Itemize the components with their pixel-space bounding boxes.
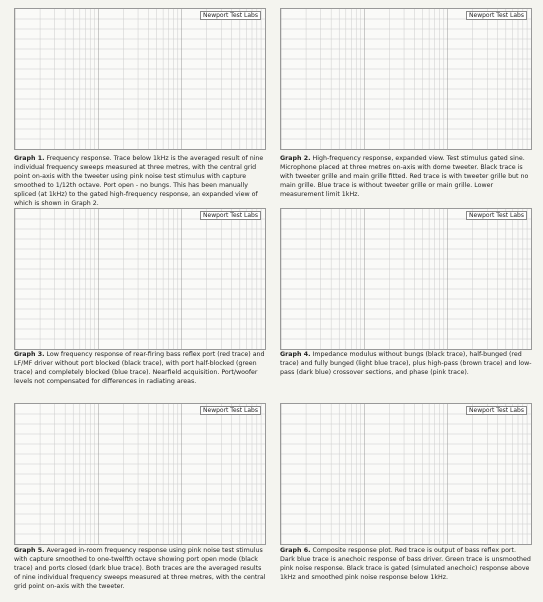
caption-text: High-frequency response, expanded view. … (280, 155, 529, 198)
publisher-label: Newport Test Labs (466, 406, 527, 415)
graph-panel: Newport Test Labs (280, 8, 532, 150)
caption: Graph 4. Impedance modulus without bungs… (280, 350, 532, 377)
caption-text: Impedance modulus without bungs (black t… (280, 351, 532, 376)
publisher-label: Newport Test Labs (466, 211, 527, 220)
caption-label: Graph 4. (280, 351, 311, 358)
caption: Graph 3. Low frequency response of rear-… (14, 350, 266, 386)
caption: Graph 1. Frequency response. Trace below… (14, 154, 266, 208)
graph-plot (281, 404, 531, 544)
caption-label: Graph 6. (280, 547, 311, 554)
graph-panel: Newport Test Labs (14, 208, 266, 350)
caption: Graph 5. Averaged in-room frequency resp… (14, 546, 266, 591)
graph-panel: Newport Test Labs (14, 8, 266, 150)
caption-label: Graph 5. (14, 547, 45, 554)
graph-plot (15, 209, 265, 349)
caption-text: Composite response plot. Red trace is ou… (280, 547, 531, 581)
publisher-label: Newport Test Labs (200, 406, 261, 415)
publisher-label: Newport Test Labs (200, 11, 261, 20)
caption-text: Frequency response. Trace below 1kHz is … (14, 155, 264, 207)
caption-label: Graph 1. (14, 155, 45, 162)
graph-panel: Newport Test Labs (280, 208, 532, 350)
graph-panel: Newport Test Labs (280, 403, 532, 545)
graph-plot (281, 9, 531, 149)
graph-plot (15, 9, 265, 149)
caption-label: Graph 3. (14, 351, 45, 358)
caption: Graph 6. Composite response plot. Red tr… (280, 546, 532, 582)
graph-panel: Newport Test Labs (14, 403, 266, 545)
publisher-label: Newport Test Labs (200, 211, 261, 220)
publisher-label: Newport Test Labs (466, 11, 527, 20)
caption-text: Averaged in-room frequency response usin… (14, 547, 266, 590)
caption-text: Low frequency response of rear-firing ba… (14, 351, 265, 385)
graph-plot (15, 404, 265, 544)
caption: Graph 2. High-frequency response, expand… (280, 154, 532, 199)
caption-label: Graph 2. (280, 155, 311, 162)
graph-plot (281, 209, 531, 349)
